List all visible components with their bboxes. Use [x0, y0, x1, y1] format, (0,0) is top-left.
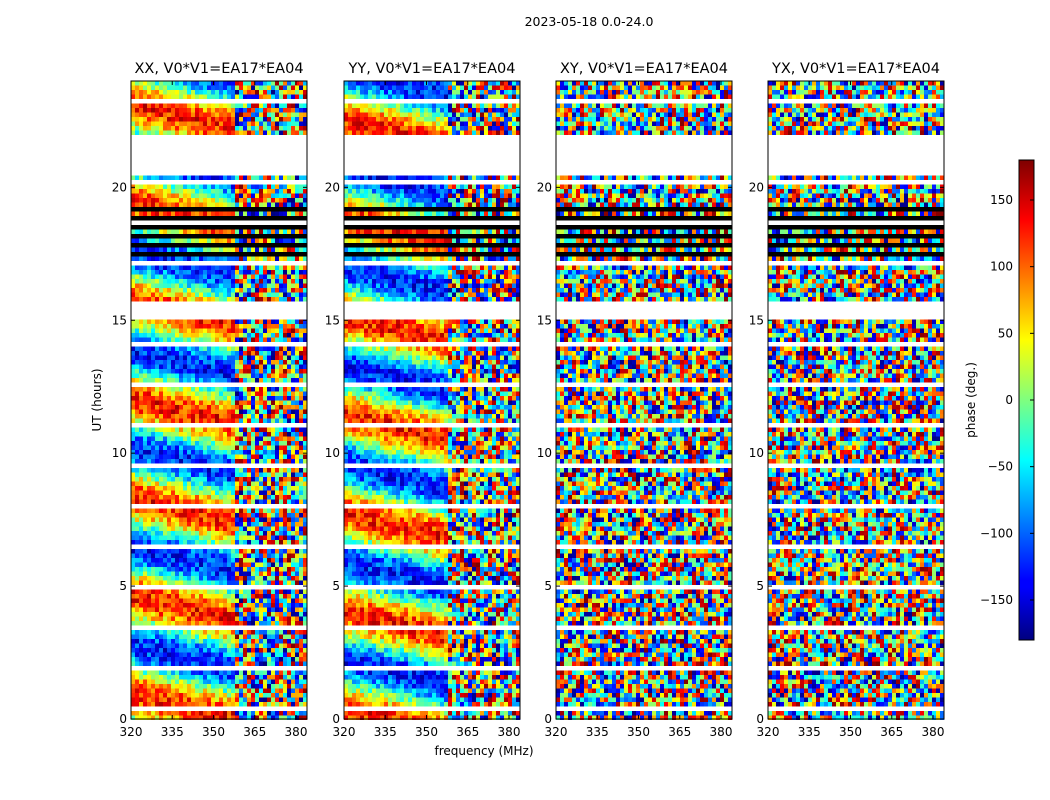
panel-frame [555, 80, 733, 720]
y-tick-label: 10 [749, 446, 764, 460]
x-tick-label: 380 [710, 725, 733, 739]
y-tick-label: 15 [325, 313, 340, 327]
y-tick-label: 20 [537, 180, 552, 194]
x-tick-label: 320 [757, 725, 780, 739]
x-tick-label: 335 [161, 725, 184, 739]
y-tick-label: 10 [537, 446, 552, 460]
panel-frame [343, 80, 521, 720]
y-tick-label: 10 [325, 446, 340, 460]
colorbar-tick-label: −150 [980, 593, 1013, 607]
panel-title: YY, V0*V1=EA17*EA04 [348, 61, 516, 77]
y-tick-label: 5 [756, 579, 764, 593]
heatmap-cells [768, 81, 945, 720]
heatmap-cells [131, 81, 308, 720]
y-tick-label: 5 [332, 579, 340, 593]
y-tick-label: 5 [544, 579, 552, 593]
panels-group: XX, V0*V1=EA17*EA04 320 335 350 365 380 0 5 10 15… [112, 61, 945, 739]
panel-xy: XY, V0*V1=EA17*EA04 320 335 350 365 380 0 5 10 15… [537, 61, 733, 739]
y-tick-label: 15 [112, 313, 127, 327]
colorbar-tick-label: 0 [1005, 393, 1013, 407]
colorbar-tick-label: −100 [980, 526, 1013, 540]
x-tick-label: 380 [285, 725, 308, 739]
panel-frame [767, 80, 945, 720]
y-tick-label: 0 [544, 712, 552, 726]
panel-title: XY, V0*V1=EA17*EA04 [560, 61, 728, 77]
colorbar-ticks: 150 100 50 0 −50 −100 −150 [980, 193, 1034, 607]
panel-title: YX, V0*V1=EA17*EA04 [771, 61, 940, 77]
colorbar-tick-label: 150 [990, 193, 1013, 207]
colorbar-tick-label: 100 [990, 260, 1013, 274]
heatmap-cells [556, 81, 733, 720]
y-tick-label: 0 [332, 712, 340, 726]
x-tick-label: 380 [922, 725, 945, 739]
colorbar-tick-label: 50 [998, 326, 1013, 340]
panel-xx: XX, V0*V1=EA17*EA04 320 335 350 365 380 0 5 10 15… [112, 61, 308, 739]
y-tick-label: 20 [112, 180, 127, 194]
x-tick-label: 320 [545, 725, 568, 739]
y-tick-label: 20 [325, 180, 340, 194]
y-axis-label: UT (hours) [90, 368, 104, 431]
y-tick-label: 15 [537, 313, 552, 327]
x-tick-label: 335 [374, 725, 397, 739]
x-tick-label: 380 [498, 725, 521, 739]
panel-yx: YX, V0*V1=EA17*EA04 320 335 350 365 380 0 5 10 15… [749, 61, 945, 739]
panel-frame [130, 80, 308, 720]
y-tick-label: 10 [112, 446, 127, 460]
x-tick-label: 350 [839, 725, 862, 739]
x-tick-label: 335 [586, 725, 609, 739]
colorbar-tick-label: −50 [988, 460, 1013, 474]
x-tick-label: 320 [333, 725, 356, 739]
colorbar-label: phase (deg.) [964, 362, 978, 438]
y-tick-label: 0 [119, 712, 127, 726]
y-tick-label: 20 [749, 180, 764, 194]
x-tick-label: 350 [627, 725, 650, 739]
x-tick-label: 365 [243, 725, 266, 739]
panel-title: XX, V0*V1=EA17*EA04 [134, 61, 303, 77]
x-tick-label: 365 [668, 725, 691, 739]
heatmap-cells [344, 81, 521, 720]
x-tick-label: 365 [456, 725, 479, 739]
y-tick-label: 0 [756, 712, 764, 726]
y-tick-label: 5 [119, 579, 127, 593]
x-tick-label: 350 [415, 725, 438, 739]
colorbar: 150 100 50 0 −50 −100 −150 phase (deg.) [964, 159, 1035, 641]
figure-suptitle: 2023-05-18 0.0-24.0 [525, 14, 654, 29]
x-axis-label: frequency (MHz) [434, 744, 533, 758]
x-tick-label: 365 [880, 725, 903, 739]
x-tick-label: 320 [120, 725, 143, 739]
x-tick-label: 335 [798, 725, 821, 739]
y-tick-label: 15 [749, 313, 764, 327]
x-tick-label: 350 [202, 725, 225, 739]
panel-yy: YY, V0*V1=EA17*EA04 320 335 350 365 380 0 5 10 15… [325, 61, 521, 739]
